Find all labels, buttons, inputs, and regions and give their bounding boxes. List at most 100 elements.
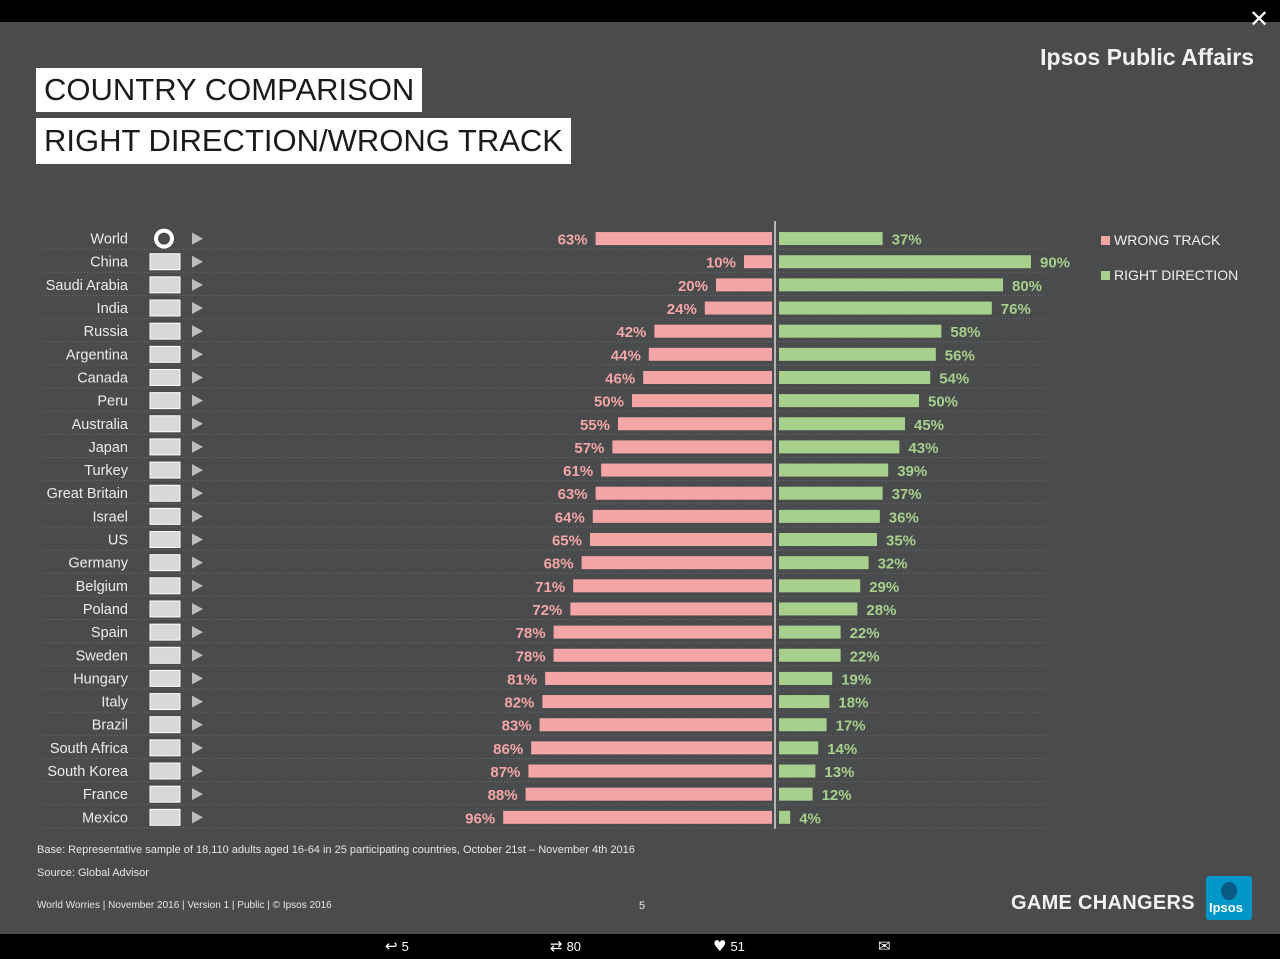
bar-wrong-track xyxy=(612,440,772,454)
bar-right-direction xyxy=(779,301,992,315)
arrow-icon xyxy=(192,394,203,407)
arrow-icon xyxy=(192,811,203,824)
value-label-wrong: 55% xyxy=(580,417,610,434)
legend-swatch-right xyxy=(1101,271,1110,280)
flag-brazil-icon xyxy=(149,716,181,734)
value-label-right: 4% xyxy=(799,810,821,827)
bar-wrong-track xyxy=(539,718,772,732)
bar-right-direction xyxy=(779,625,841,639)
reply-button[interactable]: ↩ 5 xyxy=(385,938,409,954)
bar-right-direction xyxy=(779,255,1031,269)
value-label-wrong: 44% xyxy=(611,347,641,364)
arrow-icon xyxy=(192,487,203,500)
bar-right-direction xyxy=(779,556,869,570)
arrow-icon xyxy=(192,579,203,592)
bar-right-direction xyxy=(779,370,931,384)
flag-india-icon xyxy=(149,299,181,317)
brand-label: Ipsos Public Affairs xyxy=(1040,44,1254,70)
flag-russia-icon xyxy=(149,322,181,340)
value-label-right: 50% xyxy=(928,394,958,411)
arrow-icon xyxy=(192,232,203,245)
tagline: GAME CHANGERS xyxy=(1011,892,1195,914)
value-label-wrong: 68% xyxy=(544,556,574,573)
bar-wrong-track xyxy=(704,301,772,315)
value-label-right: 37% xyxy=(892,232,922,249)
bar-wrong-track xyxy=(744,255,772,269)
value-label-right: 54% xyxy=(939,370,969,387)
flag-argentina-icon xyxy=(149,345,181,363)
reply-icon: ↩ xyxy=(385,937,398,955)
bar-wrong-track xyxy=(525,787,772,801)
arrow-icon xyxy=(192,278,203,291)
globe-inner-icon xyxy=(158,232,170,245)
bar-wrong-track xyxy=(632,394,772,408)
footer-meta: World Worries | November 2016 | Version … xyxy=(37,900,332,911)
country-label: Argentina xyxy=(66,347,129,363)
chart-subtitle: RIGHT DIRECTION/WRONG TRACK xyxy=(36,118,571,164)
country-label: China xyxy=(90,255,129,271)
value-label-right: 19% xyxy=(841,671,871,688)
value-label-right: 32% xyxy=(878,556,908,573)
bar-right-direction xyxy=(779,509,880,523)
logo-text: Ipsos xyxy=(1209,900,1243,915)
country-label: US xyxy=(108,533,128,549)
bar-wrong-track xyxy=(531,741,772,755)
value-label-wrong: 96% xyxy=(465,810,495,827)
bar-wrong-track xyxy=(542,695,772,709)
like-button[interactable]: ♥ 51 xyxy=(713,938,745,954)
value-label-right: 35% xyxy=(886,533,916,550)
value-label-wrong: 88% xyxy=(488,787,518,804)
country-label: Turkey xyxy=(84,463,129,479)
value-label-wrong: 20% xyxy=(678,278,708,295)
bar-right-direction xyxy=(779,764,816,778)
value-label-wrong: 72% xyxy=(532,602,562,619)
value-label-wrong: 78% xyxy=(516,625,546,642)
value-label-wrong: 78% xyxy=(516,648,546,665)
flag-belgium-icon xyxy=(149,577,181,595)
flag-france-icon xyxy=(149,785,181,803)
bar-right-direction xyxy=(779,417,905,431)
country-label: Canada xyxy=(77,370,129,386)
footnote-base: Base: Representative sample of 18,110 ad… xyxy=(37,844,635,856)
bar-wrong-track xyxy=(553,625,772,639)
arrow-icon xyxy=(192,626,203,639)
value-label-right: 22% xyxy=(850,625,880,642)
bar-right-direction xyxy=(779,324,942,338)
country-label: Germany xyxy=(68,556,128,572)
value-label-wrong: 65% xyxy=(552,533,582,550)
flag-hungary-icon xyxy=(149,669,181,687)
bar-wrong-track xyxy=(592,509,772,523)
value-label-right: 45% xyxy=(914,417,944,434)
country-label: Israel xyxy=(93,509,128,525)
value-label-wrong: 64% xyxy=(555,509,585,526)
flag-mexico-icon xyxy=(149,808,181,826)
arrow-icon xyxy=(192,417,203,430)
bar-right-direction xyxy=(779,787,813,801)
bar-wrong-track xyxy=(618,417,772,431)
ipsos-logo: Ipsos xyxy=(1206,876,1252,920)
bar-wrong-track xyxy=(528,764,772,778)
arrow-icon xyxy=(192,348,203,361)
retweet-button[interactable]: ⇄ 80 xyxy=(550,938,581,954)
chart: World 63% 37% China 10% 90% Saudi Arabia 20% 80%… xyxy=(42,221,1238,829)
retweet-count: 80 xyxy=(566,938,582,954)
country-label: South Africa xyxy=(50,741,129,757)
value-label-right: 39% xyxy=(897,463,927,480)
value-label-right: 13% xyxy=(824,764,854,781)
arrow-icon xyxy=(192,325,203,338)
heart-icon: ♥ xyxy=(713,937,727,955)
value-label-right: 58% xyxy=(950,324,980,341)
bar-right-direction xyxy=(779,648,841,662)
country-label: Brazil xyxy=(92,718,128,734)
flag-great-britain-icon xyxy=(149,484,181,502)
country-label: Hungary xyxy=(73,671,129,687)
arrow-icon xyxy=(192,371,203,384)
arrow-icon xyxy=(192,440,203,453)
value-label-right: 80% xyxy=(1012,278,1042,295)
value-label-wrong: 82% xyxy=(504,695,534,712)
page-number: 5 xyxy=(639,900,646,912)
message-button[interactable]: ✉ xyxy=(878,938,891,954)
arrow-icon xyxy=(192,672,203,685)
close-icon[interactable]: ✕ xyxy=(1248,5,1270,33)
value-label-right: 12% xyxy=(822,787,852,804)
